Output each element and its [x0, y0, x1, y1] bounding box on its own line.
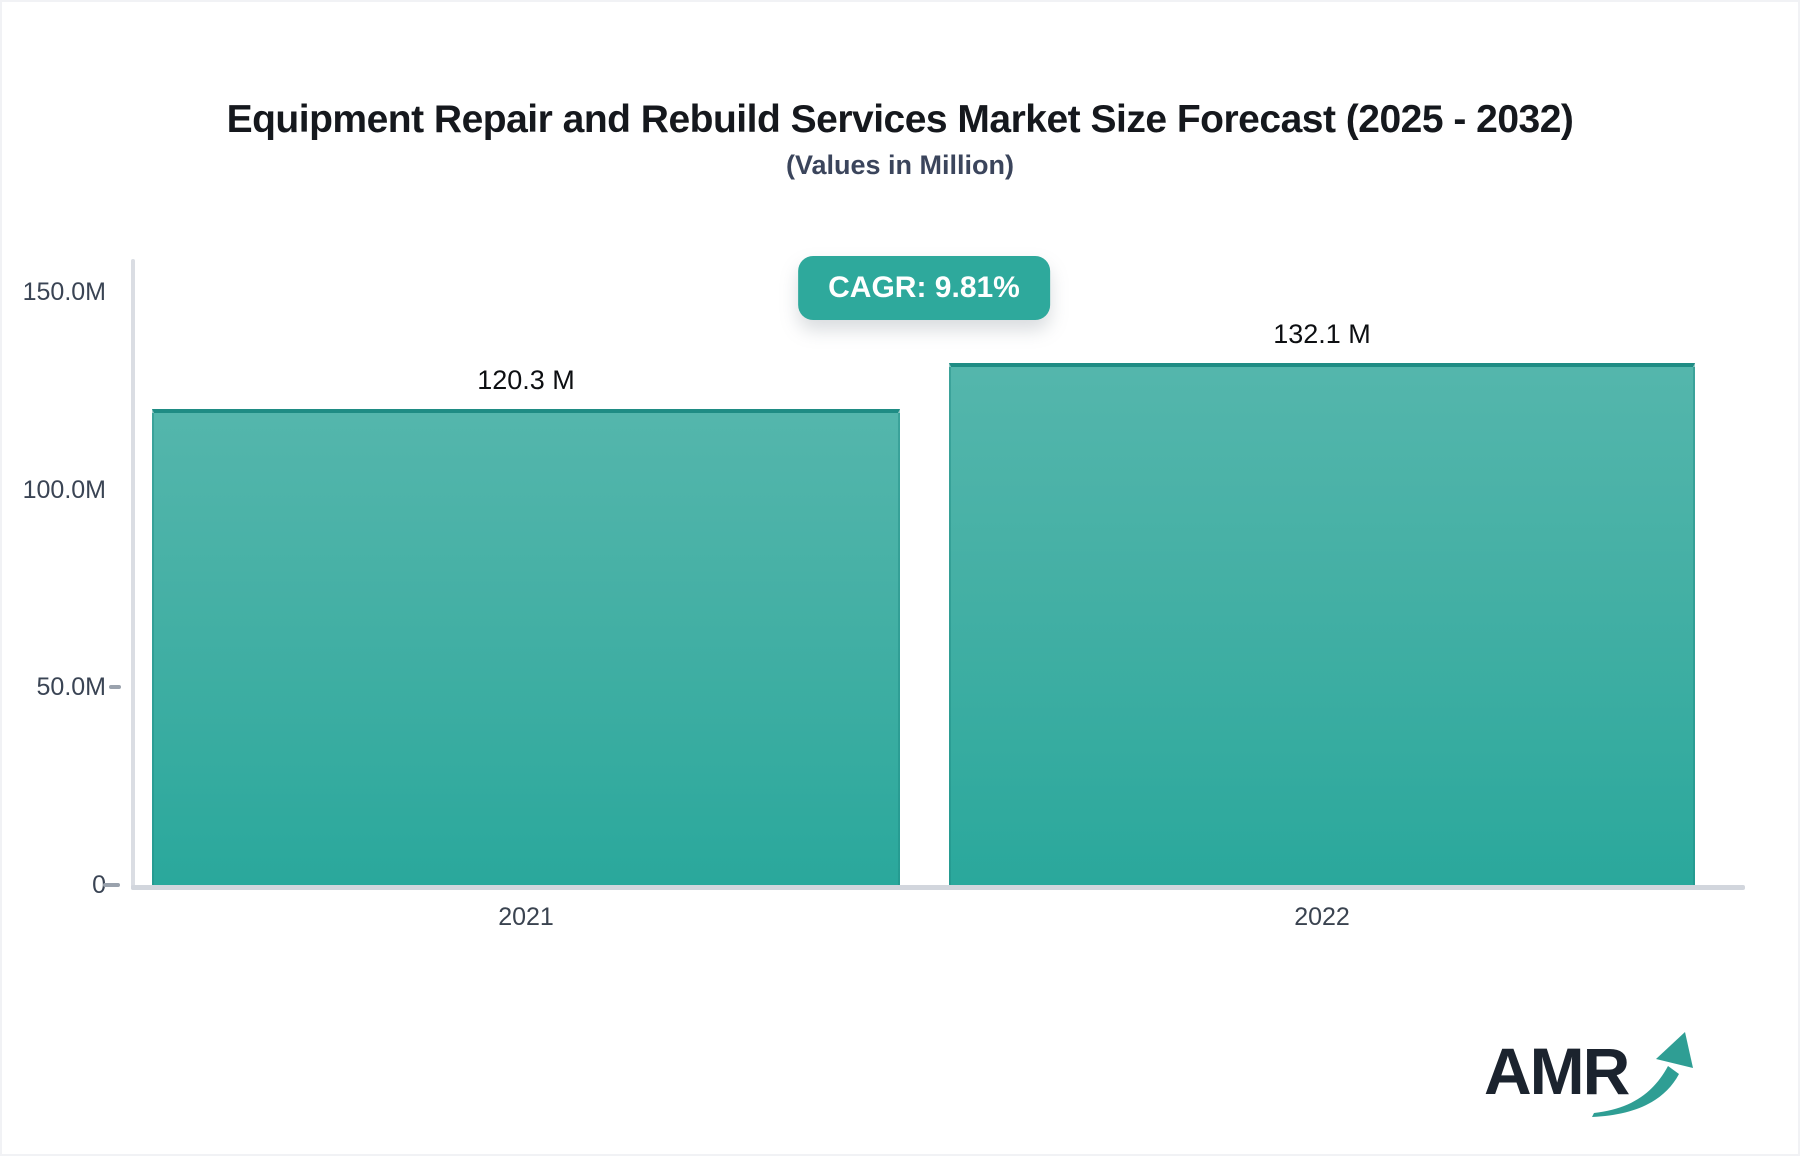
x-axis-category-label: 2021 — [498, 903, 554, 931]
growth-arrow-icon — [1592, 1032, 1693, 1117]
y-axis-tick-label: 100.0M — [22, 475, 106, 504]
chart-title: Equipment Repair and Rebuild Services Ma… — [226, 98, 1574, 141]
y-axis-line — [131, 259, 135, 890]
y-axis-tick-mark — [103, 883, 120, 887]
x-axis-baseline — [131, 885, 1745, 890]
x-axis-category-label: 2022 — [1294, 903, 1350, 931]
chart-subtitle: (Values in Million) — [785, 150, 1015, 180]
y-axis-tick-label: 0 — [92, 871, 106, 899]
bar-value-label: 132.1 M — [1273, 318, 1371, 349]
y-axis-tick-label: 50.0M — [36, 673, 106, 702]
bar-value-label: 120.3 M — [477, 365, 575, 396]
amr-logo-text: AMR — [1484, 1034, 1630, 1108]
bar-2021[interactable] — [152, 409, 900, 885]
cagr-badge: CAGR: 9.81% — [798, 256, 1050, 320]
amr-logo: AMR — [1484, 1032, 1693, 1117]
bar-2022[interactable] — [949, 362, 1695, 885]
y-axis-tick-label: 150.0M — [22, 278, 106, 306]
y-axis-tick-mark — [109, 685, 121, 690]
